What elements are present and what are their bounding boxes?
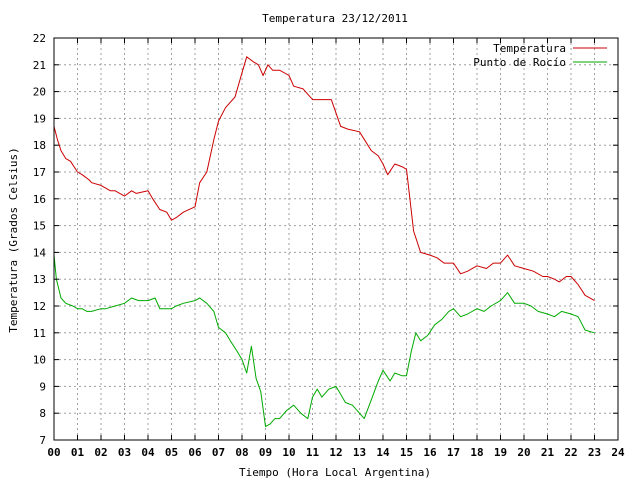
y-tick-label: 14 [33, 246, 47, 259]
y-tick-label: 12 [33, 300, 46, 313]
x-tick-label: 24 [611, 446, 625, 459]
x-tick-label: 07 [212, 446, 225, 459]
y-tick-label: 10 [33, 354, 46, 367]
x-tick-label: 13 [353, 446, 366, 459]
x-tick-label: 14 [376, 446, 390, 459]
x-axis-label: Tiempo (Hora Local Argentina) [239, 466, 431, 479]
x-tick-label: 00 [47, 446, 60, 459]
x-tick-label: 21 [541, 446, 555, 459]
chart-title: Temperatura 23/12/2011 [262, 12, 408, 25]
y-tick-label: 9 [39, 380, 46, 393]
y-tick-label: 22 [33, 32, 46, 45]
y-tick-label: 17 [33, 166, 46, 179]
series-line-temperatura [53, 56, 595, 302]
y-tick-label: 8 [39, 407, 46, 420]
x-tick-label: 04 [141, 446, 155, 459]
y-tick-label: 21 [33, 59, 46, 72]
x-tick-label: 05 [165, 446, 178, 459]
y-tick-labels: 7 8 9 10 11 12 13 14 15 16 17 18 19 20 21 22 [33, 32, 47, 447]
x-tick-label: 17 [447, 446, 460, 459]
x-tick-label: 19 [494, 446, 507, 459]
x-tick-label: 02 [94, 446, 107, 459]
y-axis-label: Temperatura (Grados Celsius) [7, 147, 20, 332]
y-tick-label: 11 [33, 327, 46, 340]
grid [54, 38, 618, 440]
x-tick-label: 16 [423, 446, 437, 459]
y-tick-label: 15 [33, 220, 46, 233]
series-line-punto-de-rocio [53, 255, 595, 428]
x-tick-label: 18 [470, 446, 483, 459]
x-tick-label: 06 [188, 446, 202, 459]
y-tick-label: 18 [33, 139, 46, 152]
x-tick-label: 22 [564, 446, 577, 459]
x-tick-label: 20 [517, 446, 530, 459]
x-tick-label: 09 [259, 446, 272, 459]
y-tick-label: 13 [33, 273, 46, 286]
x-tick-label: 03 [118, 446, 131, 459]
x-tick-label: 12 [329, 446, 342, 459]
x-tick-label: 11 [306, 446, 320, 459]
y-tick-label: 16 [33, 193, 46, 206]
legend-label-punto-de-rocio: Punto de Rocío [473, 56, 566, 69]
x-tick-label: 15 [400, 446, 413, 459]
y-tick-label: 7 [39, 434, 46, 447]
legend: Temperatura Punto de Rocío [473, 42, 607, 69]
legend-label-temperatura: Temperatura [493, 42, 566, 55]
x-tick-labels: 00 01 02 03 04 05 06 07 08 09 10 11 12 13 14 15 16 17 18 19… [47, 446, 625, 459]
x-tick-label: 10 [282, 446, 295, 459]
x-tick-label: 23 [588, 446, 601, 459]
x-tick-label: 01 [71, 446, 85, 459]
y-tick-label: 20 [33, 86, 46, 99]
y-tick-label: 19 [33, 112, 46, 125]
axis-ticks [53, 37, 619, 441]
x-tick-label: 08 [235, 446, 248, 459]
series-layer [53, 56, 595, 428]
